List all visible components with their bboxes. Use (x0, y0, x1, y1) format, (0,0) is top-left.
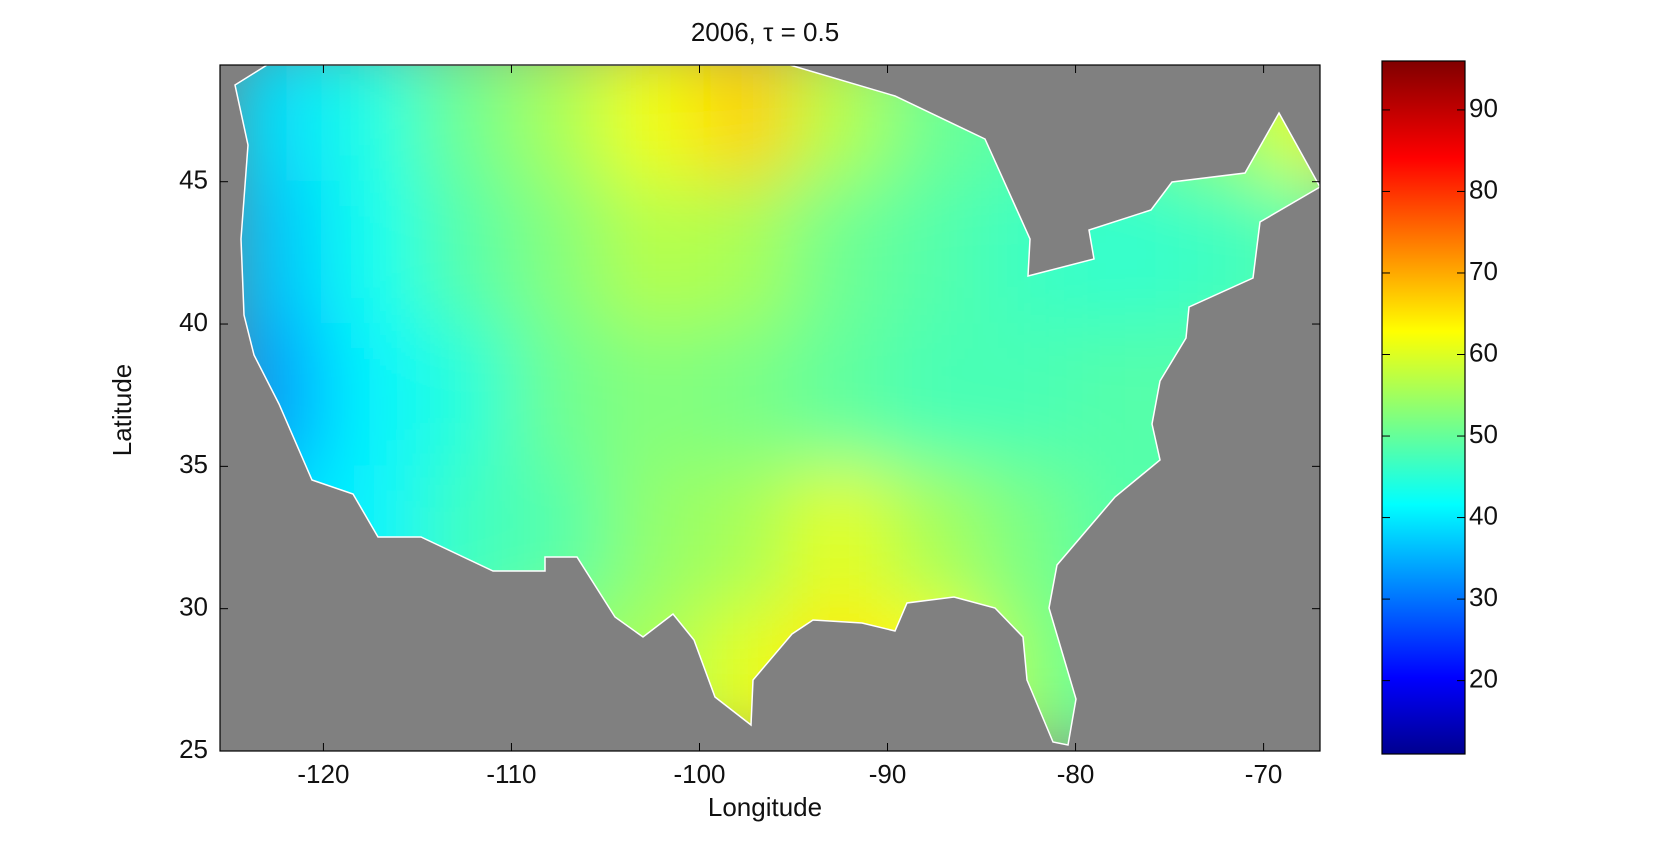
heat-cell (792, 65, 889, 183)
heat-cell (510, 65, 607, 183)
heat-cell (792, 323, 889, 468)
colorbar-tick-label: 20 (1469, 663, 1498, 693)
heat-cell (510, 323, 607, 468)
heat-cell (886, 465, 983, 610)
heat-cell (698, 323, 795, 468)
axes-box (219, 64, 1321, 752)
colorbar-tick-label: 80 (1469, 174, 1498, 204)
heat-cell (698, 465, 795, 610)
heat-cell (604, 465, 701, 610)
colorbar-tick-label: 30 (1469, 582, 1498, 612)
colorbar-tick-label: 50 (1469, 419, 1498, 449)
x-tick-label: -90 (869, 759, 907, 789)
y-axis-label: Latitude (107, 364, 137, 457)
heat-cell (322, 323, 419, 468)
heat-cell (1074, 323, 1171, 468)
heat-cell (604, 323, 701, 468)
x-tick-label: -110 (486, 759, 536, 789)
us-outline (234, 64, 1322, 746)
heat-cell (322, 180, 419, 326)
chart-title: 2006, τ = 0.5 (691, 17, 839, 47)
heat-cell (416, 65, 513, 183)
x-tick-label: -120 (297, 759, 349, 789)
heat-cell (792, 180, 889, 326)
y-tick-label: 35 (179, 449, 208, 479)
colorbar-tick-label: 90 (1469, 93, 1498, 123)
heat-cell (980, 323, 1077, 468)
y-tick-label: 25 (179, 734, 208, 764)
heat-cell (604, 180, 701, 326)
x-axis-label: Longitude (708, 792, 822, 822)
y-tick-label: 45 (179, 165, 208, 195)
colorbar-tick-label: 40 (1469, 500, 1498, 530)
colorbar (1381, 60, 1466, 755)
heat-cell (698, 65, 795, 183)
x-tick-label: -70 (1245, 759, 1283, 789)
heat-cell (416, 180, 513, 326)
heat-cell (235, 180, 325, 326)
x-tick-label: -100 (673, 759, 725, 789)
heat-cell (886, 180, 983, 326)
heat-cell (604, 65, 701, 183)
heat-cell (510, 180, 607, 326)
heat-cell (698, 180, 795, 326)
y-tick-label: 40 (179, 307, 208, 337)
y-tick-label: 30 (179, 592, 208, 622)
heat-cell (886, 323, 983, 468)
heat-cell (322, 65, 419, 183)
x-tick-label: -80 (1057, 759, 1095, 789)
heat-cell (792, 465, 889, 610)
colorbar-tick-label: 60 (1469, 337, 1498, 367)
colorbar-tick-label: 70 (1469, 256, 1498, 286)
heat-cell (235, 65, 325, 183)
heat-cell (416, 323, 513, 468)
